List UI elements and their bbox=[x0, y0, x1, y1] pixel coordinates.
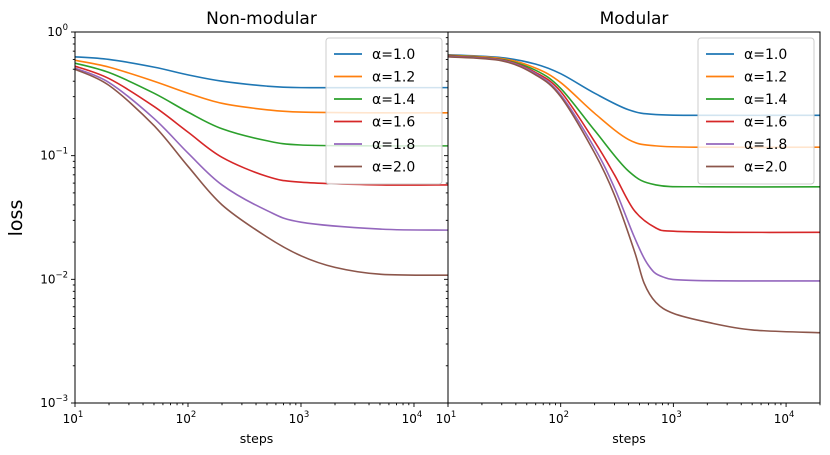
y-tick-label: 10−1 bbox=[40, 147, 68, 163]
legend-label: α=1.8 bbox=[372, 137, 415, 153]
legend-label: α=1.0 bbox=[372, 47, 415, 63]
series-line-alpha-1-6 bbox=[75, 65, 448, 186]
plot-frame bbox=[447, 31, 821, 404]
legend-label: α=1.6 bbox=[744, 115, 787, 131]
legend-label: α=1.8 bbox=[744, 137, 787, 153]
legend-label: α=1.4 bbox=[744, 92, 787, 108]
legend-label: α=1.4 bbox=[372, 92, 415, 108]
series-line-alpha-1-6 bbox=[448, 55, 820, 234]
x-axis-label: steps bbox=[612, 431, 646, 446]
legend: α=1.0 α=1.2 α=1.4 α=1.6 α=1.8 α=2.0 bbox=[697, 37, 815, 185]
y-tick-label: 10−2 bbox=[40, 270, 68, 286]
legend-label: α=1.2 bbox=[372, 70, 415, 86]
series-line-alpha-2-0 bbox=[75, 68, 448, 276]
legend-box bbox=[697, 37, 815, 185]
series-line-alpha-2-0 bbox=[448, 56, 820, 334]
legend-label: α=1.2 bbox=[744, 70, 787, 86]
x-tick-label: 101 bbox=[63, 410, 84, 426]
legend-label: α=1.0 bbox=[744, 47, 787, 63]
series-line-alpha-1-4 bbox=[448, 54, 820, 188]
legend-label: α=1.6 bbox=[372, 115, 415, 131]
panel-non-modular: Non-modular 101 102 103 104 100 10−1 10−2 10−3 st… bbox=[40, 9, 449, 446]
y-tick-label: 100 bbox=[47, 23, 68, 39]
legend-box bbox=[325, 37, 443, 185]
series-line-alpha-1-8 bbox=[75, 67, 448, 231]
x-tick-label: 103 bbox=[289, 410, 310, 426]
series-line-alpha-1-8 bbox=[448, 55, 820, 282]
legend-label: α=2.0 bbox=[372, 160, 415, 176]
x-tick-label: 102 bbox=[176, 410, 197, 426]
x-axis-label: steps bbox=[240, 431, 274, 446]
panel-title: Modular bbox=[600, 9, 669, 29]
x-tick-label: 103 bbox=[661, 410, 682, 426]
panels: Non-modular 101 102 103 104 100 10−1 10−2 10−3 st… bbox=[40, 9, 821, 446]
panel-title: Non-modular bbox=[206, 9, 317, 29]
y-axis-label: loss bbox=[5, 200, 27, 237]
x-tick-label: 104 bbox=[774, 410, 795, 426]
y-tick-label: 10−3 bbox=[40, 394, 68, 410]
x-tick-label: 104 bbox=[402, 410, 423, 426]
legend: α=1.0 α=1.2 α=1.4 α=1.6 α=1.8 α=2.0 bbox=[325, 37, 443, 185]
x-tick-label: 101 bbox=[436, 410, 457, 426]
x-tick-label: 102 bbox=[548, 410, 569, 426]
legend-label: α=2.0 bbox=[744, 160, 787, 176]
